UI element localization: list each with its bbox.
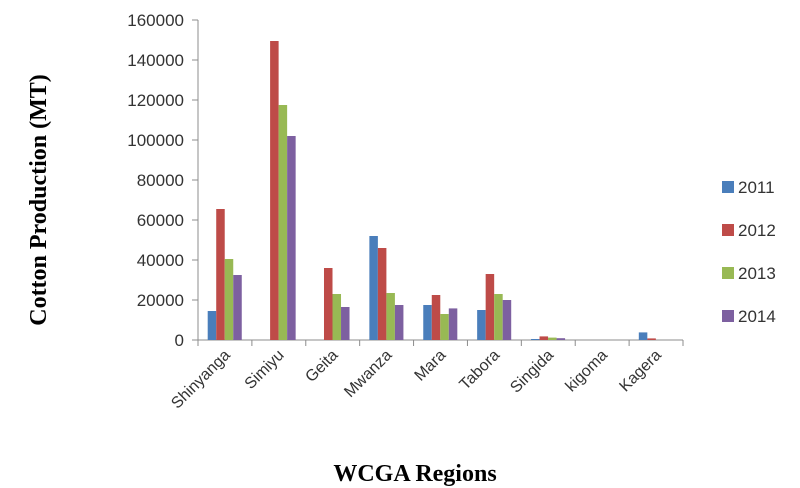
bar-2011-mara bbox=[423, 305, 432, 340]
legend-label-2014: 2014 bbox=[738, 307, 776, 326]
y-tick-label: 160000 bbox=[127, 11, 184, 30]
bars bbox=[207, 41, 656, 340]
bar-2014-simiyu bbox=[287, 136, 296, 340]
bar-2013-mwanza bbox=[386, 293, 395, 340]
y-tick-label: 100000 bbox=[127, 131, 184, 150]
x-axis-ticks: Shinyanga Simiyu Geita Mwanza Mara Tabora Sing… bbox=[168, 340, 684, 413]
bar-2012-simiyu bbox=[270, 41, 279, 340]
bar-2012-mwanza bbox=[377, 248, 387, 340]
bar-2012-kagera bbox=[647, 338, 656, 340]
bar-2013-geita bbox=[332, 294, 342, 340]
legend-swatch-2014 bbox=[722, 310, 734, 322]
bar-2012-shinyanga bbox=[216, 209, 225, 340]
legend-swatch-2013 bbox=[722, 267, 734, 279]
bar-2014-mara bbox=[448, 308, 458, 340]
bar-2013-mara bbox=[440, 314, 449, 340]
bar-2013-tabora bbox=[494, 294, 503, 340]
legend-label-2012: 2012 bbox=[738, 221, 776, 240]
plot-area: 0 20000 40000 60000 80000 100000 120000 140000 1… bbox=[127, 11, 684, 413]
legend: 2011 2012 2013 2014 bbox=[722, 178, 776, 326]
y-axis-ticks: 0 20000 40000 60000 80000 100000 120000 140000 1… bbox=[127, 11, 198, 350]
y-tick-label: 140000 bbox=[127, 51, 184, 70]
bar-2014-tabora bbox=[502, 300, 512, 340]
x-tick-label-mwanza: Mwanza bbox=[341, 347, 395, 401]
bar-2014-singida bbox=[556, 338, 566, 340]
x-tick-label-mara: Mara bbox=[412, 347, 450, 385]
bar-2013-shinyanga bbox=[224, 259, 234, 340]
bar-2011-mwanza bbox=[369, 236, 378, 340]
bar-2011-kagera bbox=[638, 332, 648, 340]
legend-label-2013: 2013 bbox=[738, 264, 776, 283]
y-tick-label: 60000 bbox=[137, 211, 184, 230]
x-tick-label-singida: Singida bbox=[507, 347, 557, 397]
bar-2012-geita bbox=[323, 268, 333, 340]
legend-label-2011: 2011 bbox=[738, 178, 775, 197]
bar-2014-shinyanga bbox=[233, 275, 242, 340]
x-tick-label-kigoma: kigoma bbox=[563, 347, 612, 396]
y-tick-label: 120000 bbox=[127, 91, 184, 110]
legend-swatch-2012 bbox=[722, 224, 734, 236]
legend-swatch-2011 bbox=[722, 181, 734, 193]
bar-2012-singida bbox=[539, 336, 549, 340]
bar-2011-singida bbox=[531, 339, 540, 340]
y-axis-title: Cotton Production (MT) bbox=[26, 74, 52, 326]
x-tick-label-shinyanga: Shinyanga bbox=[168, 347, 234, 413]
x-tick-label-tabora: Tabora bbox=[457, 347, 504, 394]
y-tick-label: 40000 bbox=[137, 251, 184, 270]
y-tick-label: 80000 bbox=[137, 171, 184, 190]
x-tick-label-geita: Geita bbox=[302, 347, 341, 386]
bar-2012-mara bbox=[431, 295, 441, 340]
bar-2013-simiyu bbox=[278, 105, 288, 340]
y-tick-label: 0 bbox=[175, 331, 184, 350]
bar-2014-geita bbox=[341, 307, 350, 340]
bar-2014-mwanza bbox=[394, 305, 404, 340]
bar-2011-shinyanga bbox=[207, 311, 217, 340]
bar-2011-tabora bbox=[477, 310, 486, 340]
y-tick-label: 20000 bbox=[137, 291, 184, 310]
bar-2013-singida bbox=[548, 337, 557, 340]
x-axis-title: WCGA Regions bbox=[333, 461, 496, 487]
x-tick-label-kagera: Kagera bbox=[616, 347, 665, 396]
bar-2012-tabora bbox=[485, 274, 495, 340]
x-tick-label-simiyu: Simiyu bbox=[242, 347, 288, 393]
